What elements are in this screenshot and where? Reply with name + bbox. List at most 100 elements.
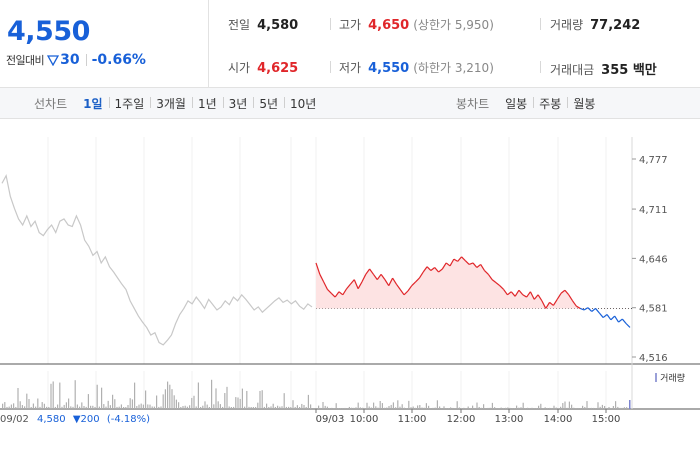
- volume-bar: [542, 408, 544, 409]
- price-segment-up: [541, 300, 547, 309]
- volume-bar: [344, 407, 346, 409]
- volume-bar: [151, 406, 153, 409]
- volume-bar: [131, 399, 133, 409]
- tab-weekly[interactable]: 주봉: [533, 95, 567, 112]
- volume-bar: [288, 406, 290, 409]
- volume-bar: [52, 381, 54, 409]
- price-segment-up: [522, 294, 527, 298]
- volume-bar: [10, 404, 12, 409]
- volume-bar: [59, 382, 61, 409]
- price-segment-up: [415, 277, 420, 283]
- volume-bar: [373, 402, 375, 409]
- tab-1week[interactable]: 1주일: [108, 95, 151, 112]
- price-segment-up: [491, 279, 497, 284]
- volume-bar: [452, 407, 454, 409]
- price-segment-up: [576, 305, 581, 309]
- price-segment-up: [510, 291, 516, 297]
- volume-bar: [162, 394, 164, 409]
- volume-bar: [250, 406, 252, 409]
- volume-bar: [324, 405, 326, 409]
- volume-bar: [386, 407, 388, 409]
- stat-label: 고가: [339, 18, 362, 32]
- volume-bar: [447, 407, 449, 409]
- prev-day-date: 09/02: [0, 414, 29, 425]
- volume-bar: [599, 406, 601, 409]
- volume-bar: [127, 405, 129, 409]
- volume-bar: [145, 390, 147, 409]
- volume-bar: [555, 407, 557, 409]
- volume-bar: [116, 406, 118, 409]
- tab-10year[interactable]: 10년: [284, 95, 322, 112]
- stat-value: 4,580: [257, 18, 299, 33]
- price-segment-up: [556, 292, 562, 300]
- volume-bar: [430, 407, 432, 409]
- price-segment-up: [411, 281, 416, 287]
- volume-bar: [588, 407, 590, 409]
- time-tick-label: 10:00: [349, 414, 379, 425]
- volume-bar: [296, 405, 298, 409]
- price-segment-down: [587, 307, 593, 312]
- stat-label: 거래량: [550, 18, 584, 32]
- price-segment-up: [388, 277, 394, 286]
- price-segment-up: [529, 291, 535, 300]
- price-segment-down: [614, 315, 620, 323]
- volume-bar: [562, 403, 564, 409]
- volume-bar: [129, 398, 131, 409]
- volume-bar: [467, 406, 469, 409]
- volume-bar: [370, 407, 372, 409]
- price-segment-up: [330, 292, 336, 298]
- tab-5year[interactable]: 5년: [253, 95, 284, 112]
- price-segment-up: [376, 273, 382, 280]
- volume-bar: [125, 406, 127, 409]
- candle-chart-tabs: 봉차트 일봉 주봉 월봉: [456, 88, 601, 119]
- volume-bar: [107, 400, 109, 409]
- volume-bar: [74, 380, 76, 409]
- volume-bar: [615, 401, 617, 409]
- volume-bar: [474, 407, 476, 409]
- separator: [330, 18, 331, 30]
- volume-bar: [331, 407, 333, 409]
- price-segment-up: [438, 268, 443, 273]
- volume-bar: [489, 407, 491, 409]
- volume-bar: [516, 405, 518, 409]
- tab-1day[interactable]: 1일: [83, 97, 103, 111]
- volume-bar: [524, 407, 526, 409]
- volume-bar: [175, 399, 177, 409]
- tab-3month[interactable]: 3개월: [150, 95, 192, 112]
- volume-bar: [189, 405, 191, 409]
- volume-bar: [270, 406, 272, 409]
- volume-bar: [19, 401, 21, 409]
- volume-bar: [399, 406, 401, 409]
- volume-bar: [513, 407, 515, 409]
- stat-value: 4,650: [368, 18, 410, 33]
- tab-3year[interactable]: 3년: [222, 95, 254, 112]
- tab-daily[interactable]: 일봉: [505, 97, 528, 111]
- tab-monthly[interactable]: 월봉: [567, 95, 601, 112]
- volume-bar: [564, 401, 566, 409]
- volume-bar: [101, 387, 103, 409]
- price-segment-up: [464, 260, 470, 265]
- stat-label: 저가: [339, 61, 362, 75]
- volume-bar: [292, 400, 294, 409]
- prev-day-info: 09/02 4,580 ▼200 (-4.18%): [0, 414, 150, 425]
- volume-bar: [26, 393, 28, 409]
- volume-bar: [366, 402, 368, 409]
- stat-label: 시가: [228, 61, 251, 75]
- y-tick-label: 4,777: [639, 155, 668, 166]
- tab-1year[interactable]: 1년: [191, 95, 223, 112]
- price-segment-up: [334, 291, 340, 298]
- volume-bar: [248, 406, 250, 409]
- volume-bar: [597, 402, 599, 409]
- price-segment-up: [484, 270, 489, 275]
- separator: [540, 18, 541, 30]
- volume-bar: [384, 407, 386, 409]
- volume-bar: [353, 407, 355, 409]
- volume-bar: [531, 407, 533, 409]
- stat-value: 355 백만: [601, 63, 657, 78]
- price-segment-down: [591, 307, 596, 312]
- volume-bar: [414, 407, 416, 409]
- volume-bar: [244, 406, 246, 409]
- volume-bar: [301, 403, 303, 409]
- volume-bar: [590, 407, 592, 409]
- volume-bar: [500, 407, 502, 409]
